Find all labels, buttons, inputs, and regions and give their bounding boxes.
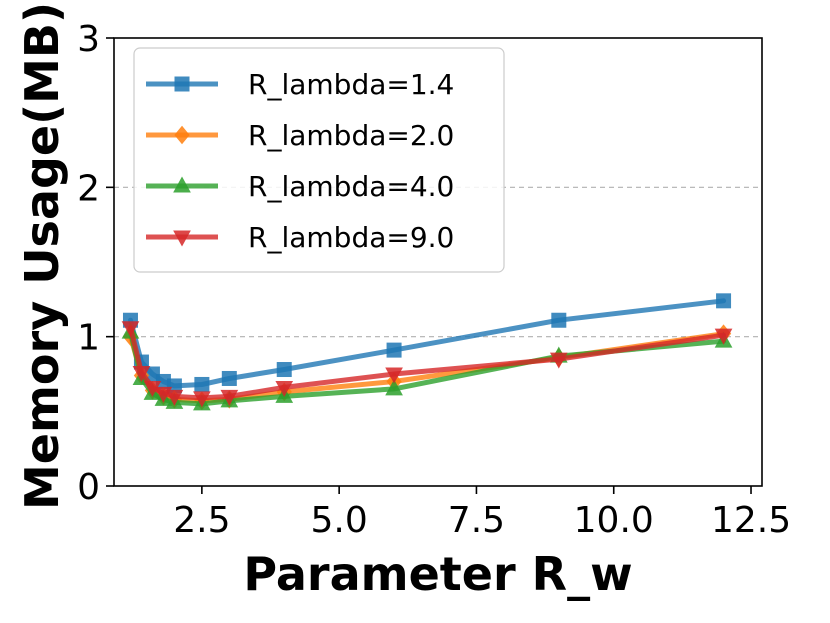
x-tick-label: 5.0 xyxy=(311,500,368,541)
legend-item: R_lambda=4.0 xyxy=(146,170,454,203)
data-point xyxy=(549,352,568,369)
x-tick-label: 10.0 xyxy=(574,500,654,541)
x-tick-label: 7.5 xyxy=(448,500,505,541)
legend-box xyxy=(133,47,505,273)
y-tick-label: 0 xyxy=(77,467,100,508)
data-point xyxy=(276,362,292,378)
data-point xyxy=(386,342,402,358)
data-point xyxy=(385,379,403,396)
legend-item: R_lambda=2.0 xyxy=(146,119,454,152)
data-point xyxy=(220,389,239,406)
data-point xyxy=(551,312,567,328)
series-4 xyxy=(121,321,733,408)
legend-item: R_lambda=9.0 xyxy=(146,221,454,254)
y-tick-label: 2 xyxy=(77,168,100,209)
data-point xyxy=(221,370,237,386)
legend: R_lambda=1.4 R_lambda=2.0 R_lambda=4.0 R_la… xyxy=(133,47,505,273)
series-1 xyxy=(122,293,732,394)
axis-ticks: 0 1 2 3 2.5 5.0 7.5 10.0 12.5 xyxy=(77,19,791,541)
legend-label: R_lambda=9.0 xyxy=(248,221,454,254)
x-tick-label: 12.5 xyxy=(711,500,791,541)
data-point xyxy=(194,376,210,392)
data-point xyxy=(132,366,151,383)
data-point xyxy=(275,380,294,397)
data-point xyxy=(385,367,403,384)
x-axis-title: Parameter R_w xyxy=(243,547,632,601)
legend-label: R_lambda=2.0 xyxy=(248,119,454,152)
data-point xyxy=(716,293,732,309)
data-point xyxy=(193,391,211,408)
series-line xyxy=(128,325,727,401)
data-point xyxy=(165,389,184,406)
series-group xyxy=(121,293,733,411)
legend-label: R_lambda=1.4 xyxy=(248,68,454,101)
legend-marker xyxy=(174,125,190,145)
data-point xyxy=(121,321,140,338)
plot-frame xyxy=(113,37,763,487)
y-tick-label: 3 xyxy=(77,19,100,60)
legend-label: R_lambda=4.0 xyxy=(248,170,454,203)
legend-item: R_lambda=1.4 xyxy=(146,68,454,101)
data-point xyxy=(714,328,733,345)
legend-marker xyxy=(174,76,190,92)
y-axis-title: Memory Usage(MB) xyxy=(15,2,69,510)
legend-marker xyxy=(173,176,191,193)
legend-marker xyxy=(173,230,191,247)
y-tick-label: 1 xyxy=(77,318,100,359)
x-tick-label: 2.5 xyxy=(173,500,230,541)
